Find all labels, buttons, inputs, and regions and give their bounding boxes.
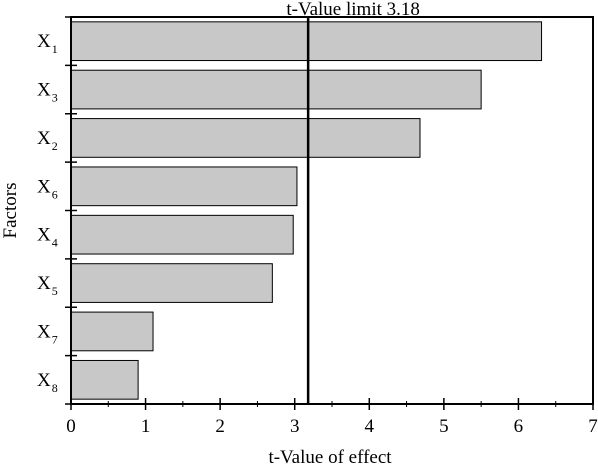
category-label: X4 <box>37 225 58 250</box>
category-label: X1 <box>37 31 58 56</box>
y-axis-label: Factors <box>0 183 21 239</box>
x-tick-label: 5 <box>439 416 449 437</box>
threshold-group: t-Value limit 3.18 <box>286 0 420 404</box>
category-label: X2 <box>37 128 58 153</box>
bar-x3 <box>70 69 482 110</box>
y-axis-category-labels: X1 X3 X2 X6 X4 X5 X7 X8 <box>37 31 58 395</box>
category-label: X6 <box>37 176 58 201</box>
bar-x8 <box>70 359 139 400</box>
bars-group <box>70 21 543 400</box>
y-axis-ticks <box>65 16 77 405</box>
category-label: X5 <box>37 273 58 298</box>
bar-x2 <box>70 118 421 158</box>
x-tick-label: 0 <box>66 416 76 437</box>
bar-x5 <box>70 263 273 303</box>
x-axis-label: t-Value of effect <box>268 447 392 468</box>
x-tick-label: 7 <box>588 416 598 437</box>
category-label: X3 <box>37 80 58 105</box>
bar-x1 <box>70 21 543 62</box>
bar-x7 <box>70 311 154 352</box>
x-tick-label: 4 <box>365 416 375 437</box>
bar-x4 <box>70 214 294 255</box>
bar-x6 <box>70 166 298 207</box>
category-label: X7 <box>37 321 58 346</box>
x-tick-label: 3 <box>290 416 300 437</box>
threshold-label: t-Value limit 3.18 <box>286 0 420 20</box>
x-tick-label: 6 <box>514 416 524 437</box>
x-tick-label: 1 <box>141 416 151 437</box>
category-label: X8 <box>37 370 58 395</box>
x-tick-label: 2 <box>215 416 225 437</box>
x-axis-ticks: 0 1 2 3 4 5 6 7 <box>66 398 598 437</box>
